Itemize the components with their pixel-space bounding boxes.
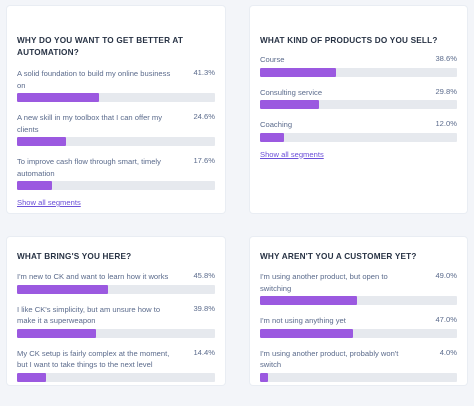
list-item: Coaching 12.0% bbox=[260, 119, 457, 142]
show-all-segments-link[interactable]: Show all segments bbox=[17, 198, 81, 207]
list-item: I like CK's simplicity, but am unsure ho… bbox=[17, 304, 215, 338]
row-label: To improve cash flow through smart, time… bbox=[17, 157, 161, 178]
row-percent: 47.0% bbox=[435, 315, 457, 324]
progress-fill bbox=[17, 181, 52, 190]
row-label: I'm using another product, probably won'… bbox=[260, 348, 399, 370]
progress-fill bbox=[260, 372, 268, 382]
progress-track bbox=[260, 372, 457, 382]
row-label: Course bbox=[260, 55, 285, 64]
row-percent: 45.8% bbox=[193, 271, 215, 280]
show-all-segments-link[interactable]: Show all segments bbox=[260, 149, 324, 159]
list-item: Consulting service 29.8% bbox=[260, 86, 457, 109]
row-percent: 12.0% bbox=[435, 119, 457, 128]
card-title: WHAT BRING'S YOU HERE? bbox=[17, 252, 132, 261]
row-label: A solid foundation to build my online bu… bbox=[17, 69, 171, 90]
row-percent: 14.4% bbox=[193, 347, 215, 357]
progress-fill bbox=[17, 137, 66, 146]
progress-track bbox=[260, 132, 457, 142]
card-title: WHY AREN'T YOU A CUSTOMER YET? bbox=[260, 252, 417, 261]
progress-track bbox=[260, 100, 457, 109]
list-item: My CK setup is fairly complex at the mom… bbox=[17, 348, 215, 382]
card-automation: WHY DO YOU WANT TO GET BETTER AT AUTOMAT… bbox=[7, 6, 225, 213]
row-percent: 4.0% bbox=[439, 347, 457, 357]
row-percent: 17.6% bbox=[193, 156, 215, 165]
row-label: I'm new to CK and want to learn how it w… bbox=[17, 272, 169, 281]
progress-fill bbox=[17, 372, 46, 382]
card-why-not-customer: WHY AREN'T YOU A CUSTOMER YET? I'm using… bbox=[250, 237, 467, 385]
row-label: I like CK's simplicity, but am unsure ho… bbox=[17, 304, 161, 326]
list-item: To improve cash flow through smart, time… bbox=[17, 156, 215, 190]
row-percent: 39.8% bbox=[193, 303, 215, 313]
progress-track bbox=[17, 284, 215, 294]
row-percent: 29.8% bbox=[435, 86, 457, 96]
progress-fill bbox=[260, 67, 337, 77]
progress-fill bbox=[17, 284, 108, 294]
row-label: I'm not using anything yet bbox=[260, 316, 346, 325]
row-percent: 38.6% bbox=[435, 54, 457, 63]
row-label: Consulting service bbox=[260, 87, 323, 97]
progress-fill bbox=[260, 100, 319, 109]
row-label: I'm using another product, but open to s… bbox=[260, 272, 388, 293]
card-title: WHAT KIND OF PRODUCTS DO YOU SELL? bbox=[260, 36, 438, 45]
list-item: I'm not using anything yet 47.0% bbox=[260, 315, 457, 338]
list-item: A new skill in my toolbox that I can off… bbox=[17, 112, 215, 146]
progress-track bbox=[17, 328, 215, 338]
list-item: Course 38.6% bbox=[260, 54, 457, 77]
card-title: WHY DO YOU WANT TO GET BETTER AT AUTOMAT… bbox=[17, 36, 184, 57]
row-label: Coaching bbox=[260, 120, 293, 129]
progress-fill bbox=[260, 296, 357, 305]
progress-track bbox=[17, 372, 215, 382]
row-percent: 24.6% bbox=[193, 112, 215, 121]
progress-track bbox=[17, 181, 215, 190]
progress-fill bbox=[260, 328, 353, 338]
list-item: I'm using another product, but open to s… bbox=[260, 271, 457, 305]
list-item: I'm new to CK and want to learn how it w… bbox=[17, 271, 215, 294]
row-label: My CK setup is fairly complex at the mom… bbox=[17, 348, 170, 370]
progress-track bbox=[260, 67, 457, 77]
list-item: I'm using another product, probably won'… bbox=[260, 348, 457, 382]
row-label: A new skill in my toolbox that I can off… bbox=[17, 113, 163, 134]
progress-track bbox=[17, 93, 215, 102]
progress-fill bbox=[17, 93, 99, 102]
progress-fill bbox=[17, 328, 96, 338]
progress-fill bbox=[260, 132, 284, 142]
list-item: A solid foundation to build my online bu… bbox=[17, 68, 215, 102]
progress-track bbox=[260, 328, 457, 338]
card-products: WHAT KIND OF PRODUCTS DO YOU SELL? Cours… bbox=[250, 6, 467, 213]
progress-track bbox=[17, 137, 215, 146]
row-percent: 41.3% bbox=[193, 68, 215, 77]
card-what-brings-you: WHAT BRING'S YOU HERE? I'm new to CK and… bbox=[7, 237, 225, 385]
row-percent: 49.0% bbox=[435, 271, 457, 280]
progress-track bbox=[260, 296, 457, 305]
